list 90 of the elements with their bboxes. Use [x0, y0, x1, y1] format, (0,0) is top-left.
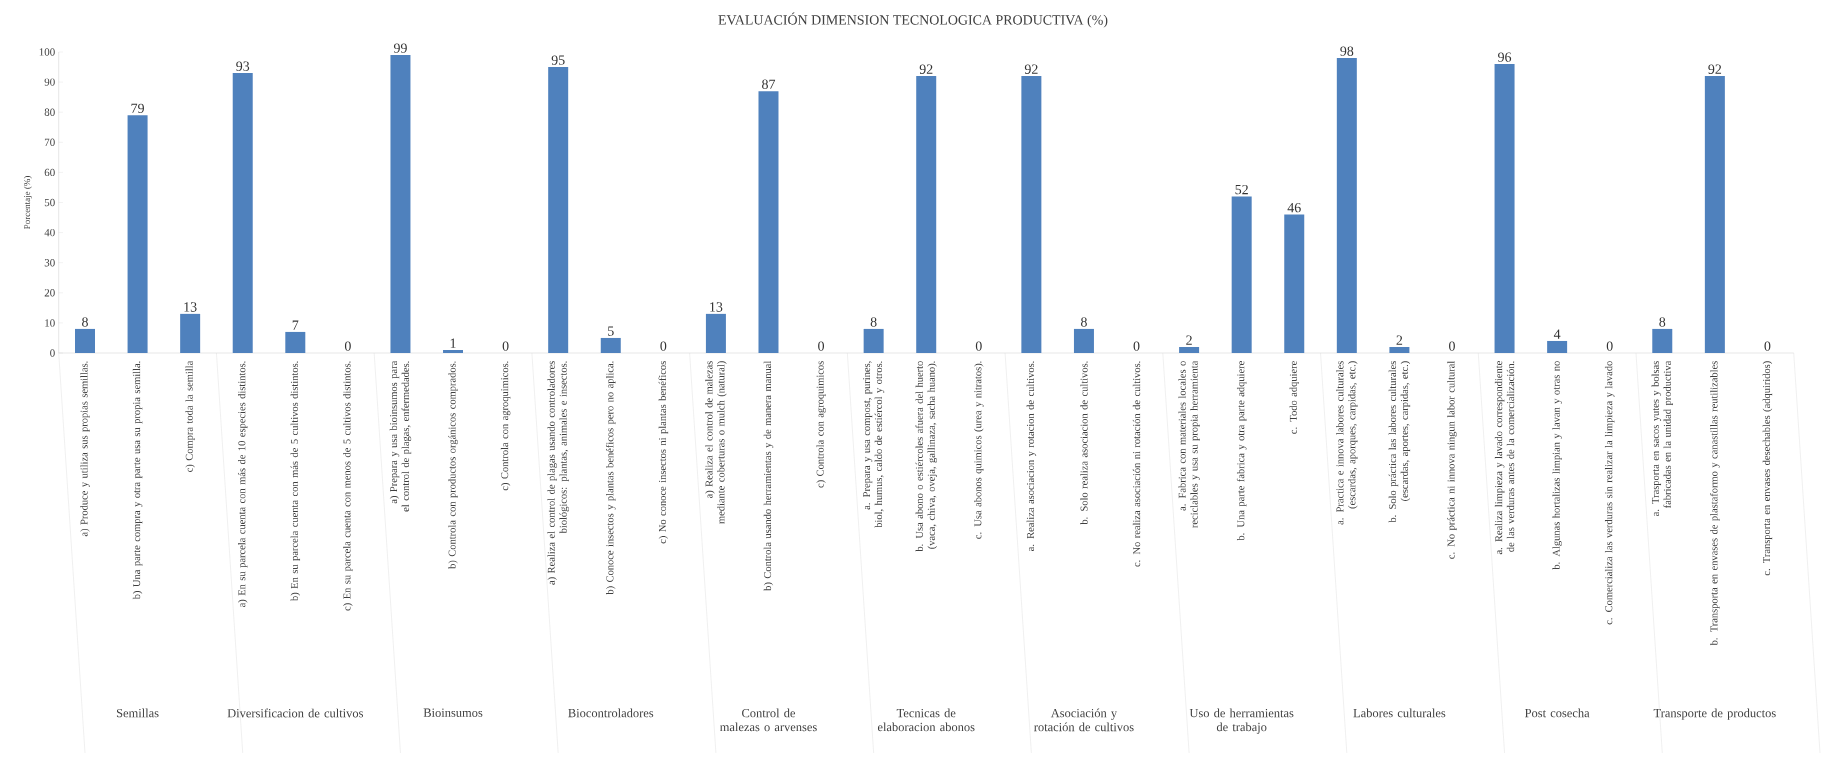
text: Biocontroladores — [568, 708, 654, 718]
data-label: 0 — [660, 341, 667, 351]
y-tick-label: 30 — [44, 259, 55, 267]
y-tick-label: 40 — [44, 228, 55, 237]
data-label: 99 — [393, 43, 407, 53]
x-tick-label: c. Usa abonos quimicos (urea y nitratos). — [974, 361, 984, 539]
x-tick-label: a) Produce y utiliza sus propias semillas. — [80, 361, 90, 537]
x-tick-label: c. Transporta en envases desechables (adquiridos) — [1762, 361, 1773, 576]
data-label: 4 — [1553, 329, 1561, 339]
x-tick-label: a) Prepara y usa bioinsumos para el control de plagas, enfermedades. — [389, 360, 412, 512]
text: Asociación y rotación de cultivos — [1034, 708, 1134, 732]
y-tick-label: 90 — [44, 78, 55, 86]
text: Labores culturales — [1353, 708, 1446, 718]
text: Uso de herramientas de trabajo — [1189, 708, 1294, 734]
data-label: 93 — [236, 61, 250, 71]
x-tick-label: b) Conoce insectos y plantas benéficos pero no aplica. — [605, 361, 616, 595]
x-tick-label: a. Trasporta en sacos yutes y bolsas fabricadas en la unidad productiva — [1651, 360, 1673, 517]
x-tick-label: b) Una parte compra y otra parte usa su propia semilla. — [132, 361, 143, 600]
text: Semillas — [116, 708, 159, 718]
x-tick-label: b. Una parte fabrica y otra parte adquiere — [1236, 361, 1247, 541]
text: Tecnicas de elaboracion abonos — [877, 708, 975, 732]
x-tick-label: a. Practica e innova labores culturales (escardas, aporques, carpidas, etc.) — [1336, 361, 1358, 525]
data-label: 0 — [1449, 341, 1455, 351]
data-label: 7 — [292, 320, 299, 330]
text: Bioinsumos — [423, 708, 483, 717]
x-tick-label: a. Realiza asociacion y rotacion de cultivos. — [1026, 361, 1037, 551]
x-tick-label: b) En su parcela cuenta con más de 5 cultivos distintos. — [290, 361, 301, 602]
x-tick-label: a. Fabrica con materiales locales o reciclables y usa su propia herramienta — [1178, 360, 1200, 528]
data-label: 2 — [1186, 335, 1192, 345]
data-label: 5 — [608, 326, 614, 336]
x-tick-label: b) Controla con productos orgánicos comprados. — [448, 361, 458, 569]
data-label: 87 — [762, 79, 776, 89]
y-tick-label: 20 — [44, 289, 55, 297]
data-label: 8 — [1659, 317, 1666, 327]
x-tick-label: b. Usa abono o estiércoles afuera del huerto (vaca, chiva, oveja, gallinaza, sacha huano). — [915, 361, 937, 552]
y-tick-label: 50 — [44, 198, 55, 207]
data-label: 52 — [1235, 184, 1248, 195]
y-tick-label: 100 — [39, 48, 55, 56]
data-label: 1 — [450, 338, 456, 348]
x-tick-label: b. Transporta en envases de plastaformo y canastillas reutilizables — [1710, 361, 1720, 646]
data-label: 92 — [919, 64, 933, 74]
data-label: 92 — [1708, 64, 1722, 74]
x-tick-label: b) Controla usando herramientas y de manera manual — [763, 360, 774, 591]
data-label: 0 — [502, 341, 509, 351]
data-label: 79 — [131, 103, 144, 114]
x-tick-label: c. No realiza asociación ni rotación de cultivos. — [1132, 361, 1141, 567]
data-label: 95 — [551, 55, 565, 65]
data-label: 0 — [1133, 341, 1140, 351]
data-label: 46 — [1287, 202, 1301, 213]
data-label: 13 — [710, 302, 723, 312]
data-label: 13 — [184, 302, 197, 312]
y-tick-label: 80 — [44, 108, 55, 116]
x-tick-label: b. Algunas hortalizas limpian y lavan y otras no — [1552, 361, 1562, 570]
text: Control de malezas o arvenses — [720, 708, 817, 732]
data-label: 0 — [975, 341, 982, 351]
y-tick-label: 60 — [44, 168, 55, 177]
y-tick-label: 10 — [45, 319, 55, 327]
x-tick-label: a. Realiza limpieza y lavado correspondiente de las verduras antes de la comercialización. — [1494, 361, 1515, 555]
y-axis-title: Porcentaje (%) — [23, 176, 32, 229]
x-tick-label: b. Solo realiza asociacion de cultivos. — [1080, 361, 1088, 525]
x-tick-label: c. Comercializa las verduras sin realizar la limpieza y lavado — [1604, 361, 1615, 625]
data-label: 8 — [1080, 317, 1087, 327]
x-tick-label: a) Realiza el control de malezas mediante coberturas o mulch (natural) — [705, 361, 727, 524]
x-tick-label: c) No conoce insectos ni plantas benéficos — [658, 361, 669, 544]
data-label: 8 — [82, 317, 88, 327]
x-tick-label: b. Solo práctica las labores culturales (escardas, aportes, carpidas, etc.) — [1388, 361, 1411, 523]
data-label: 0 — [1764, 341, 1771, 351]
x-tick-label: a. Prepara y usa compost, purines, biol, humus, caldo de estiércol y otros. — [863, 361, 885, 528]
data-label: 2 — [1396, 335, 1403, 345]
text: Post cosecha — [1524, 708, 1590, 718]
x-tick-label: a) En su parcela cuenta con más de 10 especies distintos. — [237, 361, 248, 608]
x-tick-label: c) Controla con agroquimicos. — [500, 361, 511, 491]
chart-title: EVALUACIÓN DIMENSION TECNOLOGICA PRODUCTIVA (%) — [718, 12, 1108, 28]
data-label: 0 — [818, 341, 825, 351]
x-tick-label: c. Todo adquiere — [1289, 361, 1299, 434]
x-tick-label: c) En su parcela cuenta con menos de 5 cultivos distintos. — [343, 361, 353, 611]
y-tick-label: 0 — [50, 349, 55, 357]
text: Transporte de productos — [1653, 708, 1776, 720]
data-label: 0 — [1606, 341, 1613, 351]
data-label: 92 — [1024, 64, 1038, 74]
x-tick-label: c. No práctica ni innova ningun labor cultural — [1447, 360, 1457, 559]
data-label: 0 — [344, 341, 351, 351]
x-tick-label: a) Realiza el control de plagas usando controladores biológicos: plantas, animales e insectos. — [547, 361, 569, 585]
text: Diversificacion de cultivos — [227, 708, 363, 718]
data-label: 98 — [1340, 46, 1354, 56]
x-tick-label: c) Compra toda la semilla — [185, 360, 195, 472]
data-label: 8 — [870, 317, 877, 327]
data-label: 96 — [1498, 52, 1512, 62]
x-tick-label: c) Controla con agroquimicos — [816, 361, 826, 488]
y-tick-label: 70 — [44, 138, 55, 146]
